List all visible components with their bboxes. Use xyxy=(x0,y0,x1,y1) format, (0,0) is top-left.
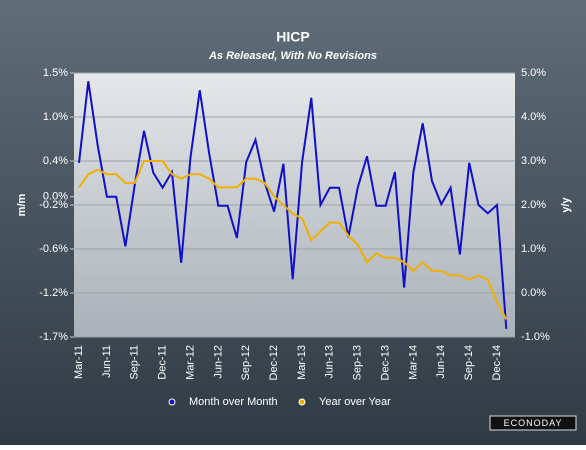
legend-marker xyxy=(298,398,306,406)
y-tick-label: -0.2% xyxy=(39,199,68,211)
x-tick-label: Sep-12 xyxy=(240,345,252,380)
x-tick-label: Jun-11 xyxy=(101,345,113,378)
x-tick-label: Jun-14 xyxy=(435,345,447,379)
data-line xyxy=(78,160,508,320)
y2-tick-label: 2.0% xyxy=(521,199,546,211)
x-tick-label: Dec-12 xyxy=(268,345,280,380)
y-tick-label: 0.4% xyxy=(43,155,68,167)
chart-subtitle: As Released, With No Revisions xyxy=(208,50,377,62)
legend-label: Month over Month xyxy=(189,396,278,408)
x-tick-label: Dec-14 xyxy=(491,345,503,380)
y2-tick-label: 1.0% xyxy=(521,243,546,255)
y-tick-label: 1.5% xyxy=(43,67,68,79)
y2-tick-label: 3.0% xyxy=(521,155,546,167)
y2-tick-label: 0.0% xyxy=(521,287,546,299)
x-tick-label: Mar-13 xyxy=(296,345,308,380)
x-tick-label: Sep-11 xyxy=(129,345,141,380)
y-tick-label: -0.6% xyxy=(39,243,68,255)
y2-axis-label: y/y xyxy=(560,196,572,212)
x-tick-label: Mar-14 xyxy=(407,345,419,380)
chart-title: HICP xyxy=(276,29,309,45)
x-tick-label: Dec-11 xyxy=(157,345,169,380)
brand-box xyxy=(489,415,577,431)
x-tick-label: Mar-11 xyxy=(73,345,85,379)
x-tick-label: Sep-13 xyxy=(352,345,364,380)
y-tick-label: 1.0% xyxy=(43,111,68,123)
y2-tick-label: -1.0% xyxy=(521,331,550,343)
legend-label: Year over Year xyxy=(319,396,391,408)
y-tick-label: 0.0% xyxy=(43,191,68,203)
data-line xyxy=(78,81,508,329)
legend-marker xyxy=(168,398,176,406)
x-tick-label: Mar-12 xyxy=(184,345,196,380)
y-tick-label: -1.2% xyxy=(39,287,68,299)
y2-tick-label: 5.0% xyxy=(521,67,546,79)
y-tick-label: -1.7% xyxy=(39,331,68,343)
y2-tick-label: 4.0% xyxy=(521,111,546,123)
x-tick-label: Dec-13 xyxy=(379,345,391,380)
x-tick-label: Sep-14 xyxy=(463,345,475,380)
x-tick-label: Jun-12 xyxy=(212,345,224,379)
x-tick-label: Jun-13 xyxy=(324,345,336,379)
brand: ECONODAY xyxy=(504,418,563,428)
y-axis-label: m/m xyxy=(16,193,28,216)
